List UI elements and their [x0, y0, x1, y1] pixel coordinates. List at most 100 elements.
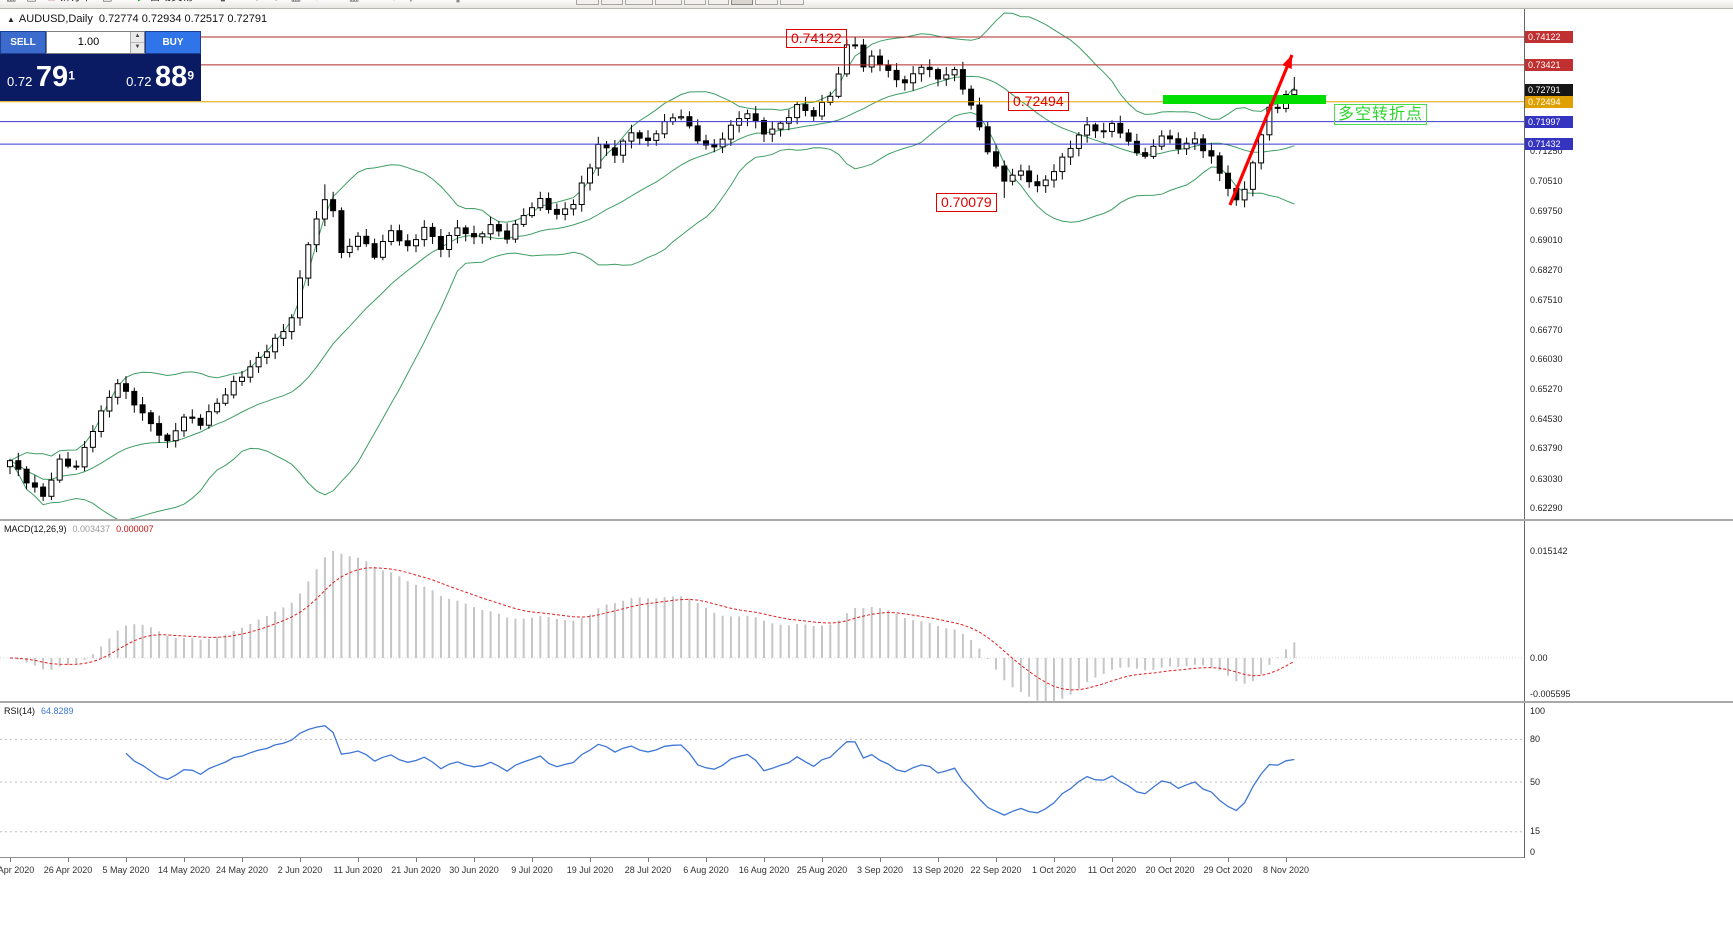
date-label: 29 Oct 2020: [1203, 865, 1253, 875]
price-annotation[interactable]: 0.74122: [786, 29, 847, 48]
price-scale-label: 0.69010: [1530, 235, 1563, 245]
new-chart-icon[interactable]: ▦: [6, 0, 16, 3]
date-label: 26 Apr 2020: [43, 865, 93, 875]
price-scale-label: 0.71250: [1530, 146, 1563, 156]
date-label: 11 Jun 2020: [333, 865, 383, 875]
time-tick: [474, 858, 475, 862]
timeframe-w1[interactable]: W1: [754, 0, 779, 5]
macd-main-value: 0.003437: [72, 524, 111, 534]
price-annotation[interactable]: 0.70079: [936, 193, 997, 212]
volume-down-button[interactable]: ▼: [131, 43, 144, 53]
date-label: 21 Jun 2020: [391, 865, 441, 875]
fibonacci-icon[interactable]: F: [471, 0, 478, 2]
volume-up-button[interactable]: ▲: [131, 32, 144, 43]
horizontal-line-icon[interactable]: —: [422, 0, 433, 2]
timeframe-h1[interactable]: H1: [684, 0, 706, 5]
time-tick: [126, 858, 127, 862]
chart-title: ▲ AUDUSD,Daily 0.72774 0.72934 0.72517 0.7…: [7, 13, 267, 25]
buy-price[interactable]: 0.72 889: [126, 61, 194, 94]
time-tick: [590, 858, 591, 862]
volume-field[interactable]: 1.00 ▲ ▼: [46, 31, 145, 54]
new-order-button[interactable]: ⊞新订单: [47, 0, 92, 4]
sell-button[interactable]: SELL: [0, 31, 46, 54]
date-label: 13 Sep 2020: [912, 865, 964, 875]
timeframe-d1[interactable]: D1: [731, 0, 753, 5]
trade-prices-row: 0.72 791 0.72 889: [0, 54, 201, 101]
toolbar: ▦ ▤ ⊞新订单 ▣ ▾ ▶自动交易 ≡ ▮ ~ ⊕ ⊖ ▧ ＋ ◔ ▥ ↖ ＋ | — ⁄ ∥ F A ↕ M1M5M15M3…: [0, 0, 1733, 9]
price-tag: 0.71997: [1525, 116, 1573, 128]
pane-separator[interactable]: [0, 701, 1733, 703]
date-label: 8 Nov 2020: [1262, 865, 1310, 875]
indicators-icon[interactable]: ＋: [311, 0, 322, 4]
candlestick-canvas[interactable]: [0, 9, 1524, 519]
channel-icon[interactable]: ∥: [455, 0, 461, 3]
time-tick: [764, 858, 765, 862]
date-label: 14 May 2020: [157, 865, 211, 875]
date-label: 9 Jul 2020: [511, 865, 553, 875]
price-scale-label: 0.66030: [1530, 354, 1563, 364]
line-chart-icon[interactable]: ~: [236, 0, 242, 2]
indicator-scale-label: 50: [1530, 777, 1541, 787]
time-axis[interactable]: 16 Apr 2020 26 Apr 2020 5 May 2020 14 May 2…: [0, 857, 1524, 883]
vertical-line-icon[interactable]: |: [409, 0, 412, 2]
date-label: 3 Sep 2020: [856, 865, 904, 875]
templates-icon[interactable]: ▥: [349, 0, 359, 3]
zoom-in-icon[interactable]: ⊕: [252, 0, 261, 3]
time-tick: [184, 858, 185, 862]
volume-value[interactable]: 1.00: [77, 36, 100, 48]
rsi-value: 64.8289: [41, 706, 74, 716]
timeframe-m30[interactable]: M30: [654, 0, 683, 5]
rsi-canvas[interactable]: [0, 703, 1524, 857]
terminal-icon[interactable]: ▣: [102, 0, 112, 3]
macd-canvas[interactable]: [0, 521, 1524, 701]
time-tick: [300, 858, 301, 862]
price-scale[interactable]: 0.71250 0.70510 0.69750 0.69010 0.68270 0.675…: [1524, 9, 1733, 858]
collapse-panel-icon[interactable]: ▲: [7, 15, 15, 24]
text-icon[interactable]: A: [487, 0, 494, 2]
tile-windows-icon[interactable]: ▧: [291, 0, 301, 3]
strategy-tester-icon[interactable]: ▾: [122, 0, 128, 3]
crosshair-icon[interactable]: ＋: [388, 0, 399, 4]
date-label: 1 Oct 2020: [1031, 865, 1077, 875]
time-tick: [706, 858, 707, 862]
zoom-out-icon[interactable]: ⊖: [272, 0, 281, 3]
main-chart-pane[interactable]: ▲ AUDUSD,Daily 0.72774 0.72934 0.72517 0.7…: [0, 9, 1524, 519]
profiles-icon[interactable]: ▤: [26, 0, 36, 3]
buy-price-head: 0.72: [126, 74, 156, 89]
price-annotation[interactable]: 0.72494: [1008, 92, 1069, 111]
price-tag: 0.72791: [1525, 84, 1573, 96]
periods-icon[interactable]: ◔: [332, 0, 339, 2]
macd-signal-value: 0.000007: [116, 524, 154, 534]
time-tick: [1170, 858, 1171, 862]
time-tick: [358, 858, 359, 862]
bars-chart-icon[interactable]: ≡: [203, 0, 209, 2]
date-label: 5 May 2020: [102, 865, 150, 875]
macd-pane[interactable]: MACD(12,26,9) 0.003437 0.000007: [0, 521, 1524, 701]
date-label: 20 Oct 2020: [1145, 865, 1195, 875]
rsi-pane[interactable]: RSI(14) 64.8289: [0, 703, 1524, 857]
time-tick: [1112, 858, 1113, 862]
buy-button[interactable]: BUY: [145, 31, 201, 54]
time-tick: [1054, 858, 1055, 862]
arrows-icon[interactable]: ↕: [505, 0, 511, 2]
time-tick: [10, 858, 11, 862]
timeframe-m1[interactable]: M1: [576, 0, 599, 5]
turning-point-note[interactable]: 多空转折点: [1334, 104, 1428, 125]
trendline-icon[interactable]: ⁄: [443, 0, 445, 2]
macd-label: MACD(12,26,9) 0.003437 0.000007: [4, 524, 154, 534]
cursor-icon[interactable]: ↖: [369, 0, 378, 3]
chart-window: ▲ AUDUSD,Daily 0.72774 0.72934 0.72517 0.7…: [0, 9, 1733, 937]
timeframe-h4[interactable]: H4: [707, 0, 730, 5]
timeframe-m5[interactable]: M5: [600, 0, 624, 5]
indicator-scale-label: 0.00: [1530, 653, 1548, 663]
sell-price[interactable]: 0.72 791: [7, 61, 75, 94]
time-tick: [938, 858, 939, 862]
autotrading-button[interactable]: ▶自动交易: [138, 0, 193, 4]
timeframe-m15[interactable]: M15: [625, 0, 653, 5]
candles-chart-icon[interactable]: ▮: [220, 0, 226, 3]
timeframe-mn[interactable]: MN: [780, 0, 805, 5]
price-scale-label: 0.63790: [1530, 443, 1563, 453]
volume-spinner: ▲ ▼: [130, 32, 144, 53]
pane-separator[interactable]: [0, 519, 1733, 521]
sell-price-head: 0.72: [7, 74, 36, 89]
